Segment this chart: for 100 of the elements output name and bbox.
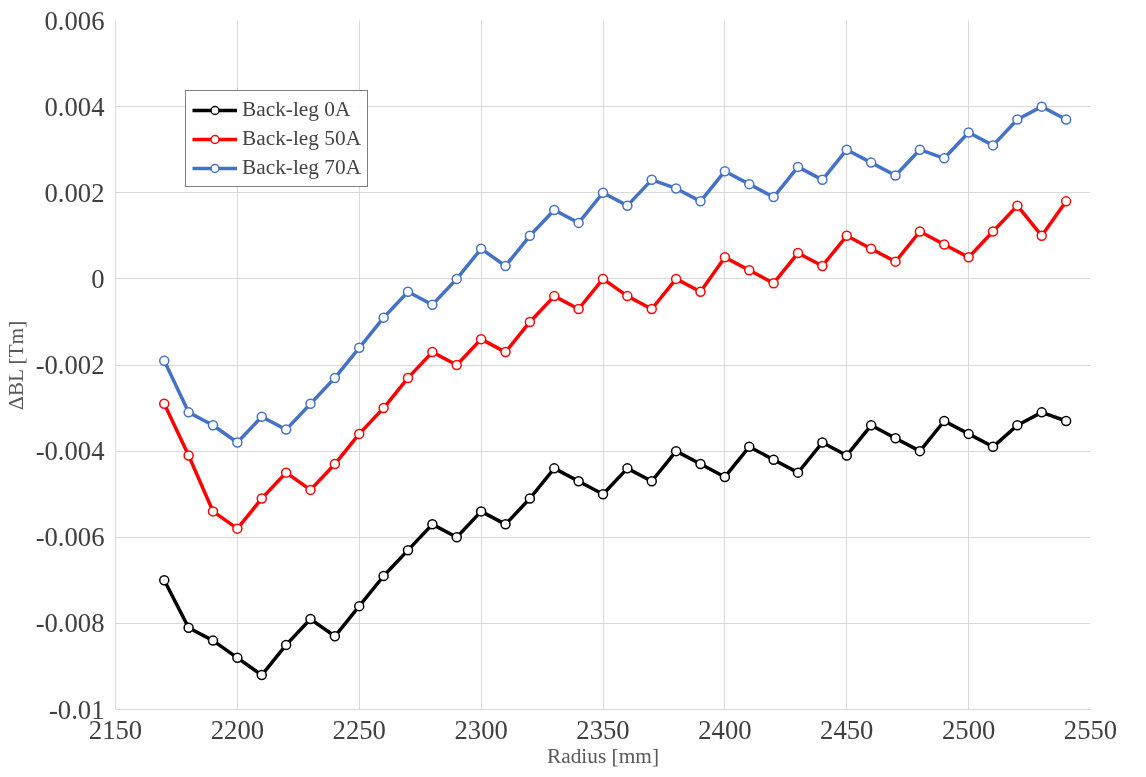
point [305, 613, 316, 625]
point [987, 441, 999, 453]
point [378, 402, 389, 414]
point [256, 411, 267, 422]
point [646, 303, 657, 315]
point [768, 454, 779, 465]
point [963, 252, 974, 263]
point [329, 631, 341, 642]
point [1060, 196, 1072, 207]
point [865, 420, 877, 431]
point [914, 445, 926, 457]
point [402, 372, 414, 384]
y-tick-label: 0.002 [44, 177, 105, 208]
point [963, 428, 974, 440]
point [1012, 200, 1023, 211]
point [183, 450, 194, 461]
x-tick-label: 2250 [332, 714, 386, 745]
point [695, 196, 706, 207]
y-tick-label: 0 [91, 263, 105, 294]
point [280, 467, 292, 478]
point [719, 252, 731, 263]
point [354, 600, 365, 612]
point [159, 398, 170, 409]
point [1036, 407, 1047, 418]
point [232, 523, 243, 534]
point [865, 243, 877, 254]
point [768, 277, 779, 289]
point [207, 420, 219, 431]
point [1012, 114, 1023, 125]
point [451, 273, 462, 285]
point [622, 463, 633, 474]
x-tick-label: 2500 [941, 714, 996, 745]
point [354, 342, 365, 354]
point [1060, 114, 1072, 125]
point [524, 230, 536, 242]
x-tick-label: 2400 [698, 714, 752, 745]
x-tick-label: 2300 [454, 714, 508, 745]
point [354, 428, 365, 440]
point [329, 372, 341, 384]
point [500, 346, 511, 358]
point [183, 622, 194, 633]
point [597, 488, 609, 500]
point [841, 230, 852, 242]
point [865, 157, 877, 168]
x-axis-title: Radius [mm] [547, 743, 659, 768]
point [378, 570, 389, 582]
point [280, 424, 292, 435]
x-tick-label: 2450 [820, 714, 874, 745]
legend-label: Back-leg 70A [242, 155, 362, 180]
y-tick-label: 0.006 [44, 5, 105, 36]
point [792, 161, 804, 173]
point [500, 260, 511, 272]
point [207, 506, 219, 517]
point [597, 273, 609, 285]
point [817, 260, 828, 272]
y-tick-label: -0.008 [35, 608, 105, 639]
point [719, 471, 731, 483]
point [792, 247, 804, 259]
point [744, 441, 755, 453]
point [817, 437, 828, 448]
point [817, 174, 828, 186]
point [939, 239, 950, 250]
x-tick-label: 2550 [1063, 714, 1118, 745]
point [939, 415, 950, 427]
point [1060, 415, 1072, 427]
point [841, 450, 852, 461]
y-tick-label: 0.004 [44, 91, 105, 122]
point [232, 652, 243, 664]
point [378, 312, 389, 323]
point [670, 273, 682, 285]
point [1036, 101, 1047, 112]
point [475, 243, 487, 254]
point [475, 333, 487, 345]
point [890, 256, 901, 267]
point [500, 519, 511, 530]
point [183, 407, 194, 418]
point [427, 519, 438, 530]
point [402, 286, 414, 298]
point [646, 174, 657, 186]
point [768, 191, 779, 203]
point [841, 144, 852, 155]
y-tick-label: -0.004 [35, 436, 105, 467]
point [305, 398, 316, 409]
point [963, 127, 974, 138]
point [622, 200, 633, 211]
point [524, 493, 536, 504]
point [475, 506, 487, 517]
point [159, 355, 170, 366]
point [427, 299, 438, 310]
point [549, 204, 560, 216]
point [670, 183, 682, 194]
point [646, 476, 657, 487]
point [256, 669, 267, 681]
point [280, 639, 292, 651]
point [939, 153, 950, 164]
point [329, 458, 341, 470]
point [256, 493, 267, 504]
point [451, 359, 462, 371]
point [670, 445, 682, 457]
y-tick-label: -0.006 [35, 522, 105, 553]
